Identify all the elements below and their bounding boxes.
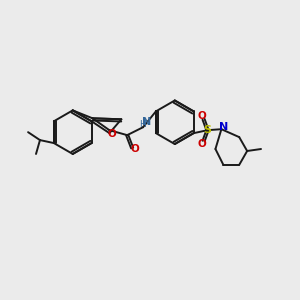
Text: O: O [197,139,206,149]
Text: N: N [142,117,152,127]
Text: O: O [107,129,116,139]
Text: S: S [203,125,211,135]
Text: O: O [197,111,206,121]
Text: N: N [219,122,228,132]
Text: O: O [131,144,140,154]
Text: H: H [139,120,145,129]
